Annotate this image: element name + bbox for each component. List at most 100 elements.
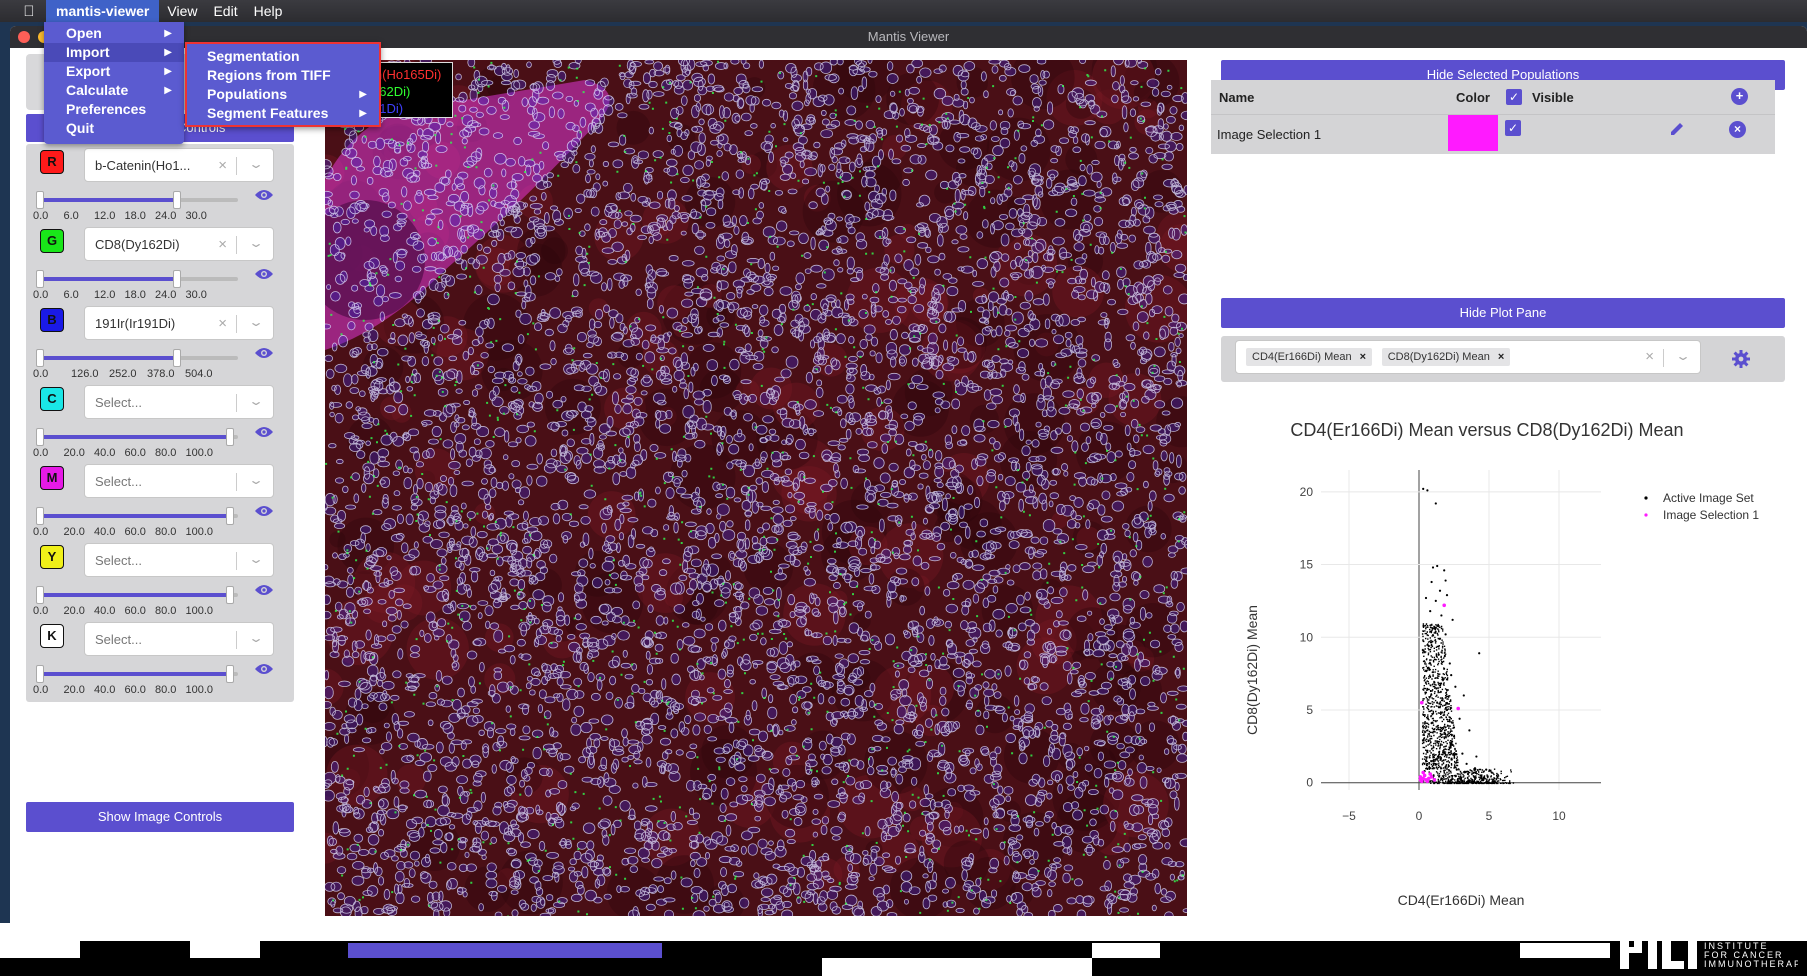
channel-marker-select[interactable]: Select... ⌄ [84, 622, 274, 656]
slider-max-handle[interactable] [172, 191, 181, 209]
slider-max-handle[interactable] [226, 507, 234, 525]
menu-item-import[interactable]: Import ▶ [44, 43, 184, 62]
slider-min-handle[interactable] [36, 665, 44, 683]
slider-tick-label: 40.0 [94, 526, 116, 538]
channel-range-slider[interactable] [36, 507, 238, 525]
eye-icon[interactable] [254, 425, 274, 439]
channel-range-slider[interactable] [36, 191, 238, 209]
slider-min-handle[interactable] [36, 349, 44, 367]
close-window-icon[interactable] [18, 31, 30, 43]
channel-range-slider[interactable] [36, 665, 238, 683]
menu-help[interactable]: Help [253, 3, 283, 19]
import-menu-item-segmentation[interactable]: Segmentation [187, 47, 379, 66]
hide-plot-pane-button[interactable]: Hide Plot Pane [1221, 298, 1785, 328]
channel-marker-select[interactable]: Select... ⌄ [84, 464, 274, 498]
menu-item-preferences[interactable]: Preferences [44, 100, 184, 119]
eye-icon[interactable] [254, 662, 274, 676]
slider-max-handle[interactable] [172, 270, 181, 288]
feature-multiselect[interactable]: CD4(Er166Di) Mean × CD8(Dy162Di) Mean × × … [1235, 340, 1701, 374]
menu-edit[interactable]: Edit [213, 3, 238, 19]
slider-tick-label: 0.0 [33, 526, 49, 538]
menu-app-mantis-viewer[interactable]: mantis-viewer [46, 0, 160, 22]
import-menu-item-populations[interactable]: Populations ▶ [187, 85, 379, 104]
legend-label[interactable]: Image Selection 1 [1663, 508, 1759, 522]
eye-icon[interactable] [254, 188, 274, 202]
chevron-down-icon[interactable]: ⌄ [247, 552, 265, 566]
menu-view[interactable]: View [167, 3, 198, 19]
slider-min-handle[interactable] [36, 270, 44, 288]
slider-max-handle[interactable] [172, 349, 181, 367]
channel-marker-select[interactable]: Select... ⌄ [84, 543, 274, 577]
clear-marker-icon[interactable]: × [218, 157, 227, 174]
chevron-down-icon[interactable]: ⌄ [247, 394, 265, 408]
remove-feature-icon[interactable]: × [1359, 351, 1367, 363]
slider-tick-label: 0.0 [33, 210, 49, 222]
channel-marker-select[interactable]: b-Catenin(Ho1... × ⌄ [84, 148, 274, 182]
menu-item-label: Export [66, 63, 111, 79]
chevron-down-icon[interactable]: ⌄ [247, 315, 265, 329]
channel-color-swatch[interactable]: B [40, 308, 64, 332]
population-name[interactable]: Image Selection 1 [1217, 127, 1322, 142]
menu-item-quit[interactable]: Quit [44, 119, 184, 138]
apple-icon[interactable]:  [18, 3, 40, 20]
eye-icon[interactable] [254, 583, 274, 597]
channel-color-swatch[interactable]: M [40, 466, 64, 490]
slider-tick-label: 6.0 [63, 210, 79, 222]
legend-label[interactable]: Active Image Set [1663, 491, 1754, 505]
chevron-down-icon[interactable]: ⌄ [247, 473, 265, 487]
active-image-set-point [1440, 614, 1443, 617]
menu-item-calculate[interactable]: Calculate ▶ [44, 81, 184, 100]
slider-max-handle[interactable] [226, 428, 234, 446]
import-menu-item-regions-from-tiff[interactable]: Regions from TIFF [187, 66, 379, 85]
channel-range-slider[interactable] [36, 270, 238, 288]
channel-marker-select[interactable]: Select... ⌄ [84, 385, 274, 419]
channel-color-swatch[interactable]: Y [40, 545, 64, 569]
slider-min-handle[interactable] [36, 507, 44, 525]
slider-max-handle[interactable] [226, 586, 234, 604]
population-color-swatch[interactable] [1448, 115, 1498, 151]
import-menu-item-segment-features[interactable]: Segment Features ▶ [187, 104, 379, 123]
channel-marker-select[interactable]: 191Ir(Ir191Di) × ⌄ [84, 306, 274, 340]
clear-marker-icon[interactable]: × [218, 315, 227, 332]
chevron-down-icon[interactable]: ⌄ [247, 631, 265, 645]
scatter-plot[interactable]: CD4(Er166Di) Mean versus CD8(Dy162Di) Me… [1221, 400, 1807, 920]
menu-item-export[interactable]: Export ▶ [44, 62, 184, 81]
chevron-down-icon[interactable]: ⌄ [247, 236, 265, 250]
channel-color-swatch[interactable]: G [40, 229, 64, 253]
remove-feature-icon[interactable]: × [1497, 351, 1505, 363]
channel-marker-select[interactable]: CD8(Dy162Di) × ⌄ [84, 227, 274, 261]
edit-pencil-icon[interactable] [1668, 120, 1686, 138]
chevron-down-icon[interactable]: ⌄ [1674, 349, 1692, 363]
slider-min-handle[interactable] [36, 191, 44, 209]
add-population-icon[interactable]: + [1731, 88, 1748, 105]
slider-max-handle[interactable] [226, 665, 234, 683]
channel-range-slider[interactable] [36, 428, 238, 446]
eye-icon[interactable] [254, 267, 274, 281]
segmented-tissue-image[interactable] [325, 60, 1187, 916]
show-image-controls-button[interactable]: Show Image Controls [26, 802, 294, 832]
channel-color-swatch[interactable]: R [40, 150, 64, 174]
legend-blue-channel: 91Di) [372, 101, 404, 116]
channel-range-slider[interactable] [36, 586, 238, 604]
channel-color-swatch[interactable]: C [40, 387, 64, 411]
gear-icon[interactable] [1731, 349, 1751, 369]
svg-text:IMMUNOTHERAPY: IMMUNOTHERAPY [1704, 959, 1798, 969]
eye-icon[interactable] [254, 346, 274, 360]
clear-features-icon[interactable]: × [1645, 348, 1654, 365]
chevron-down-icon[interactable]: ⌄ [247, 157, 265, 171]
image-viewer[interactable]: in(Ho165Di) 162Di) 91Di) [325, 60, 1187, 916]
slider-min-handle[interactable] [36, 586, 44, 604]
channel-range-slider[interactable] [36, 349, 238, 367]
channel-color-swatch[interactable]: K [40, 624, 64, 648]
eye-icon[interactable] [254, 504, 274, 518]
image-selection-point [1425, 779, 1430, 784]
delete-population-icon[interactable]: × [1729, 121, 1746, 138]
chart-title: CD4(Er166Di) Mean versus CD8(Dy162Di) Me… [1290, 420, 1683, 440]
menu-item-open[interactable]: Open ▶ [44, 24, 184, 43]
check-all-visible-checkbox[interactable]: ✓ [1506, 89, 1522, 105]
clear-marker-icon[interactable]: × [218, 236, 227, 253]
population-visible-checkbox[interactable]: ✓ [1505, 120, 1521, 136]
slider-min-handle[interactable] [36, 428, 44, 446]
